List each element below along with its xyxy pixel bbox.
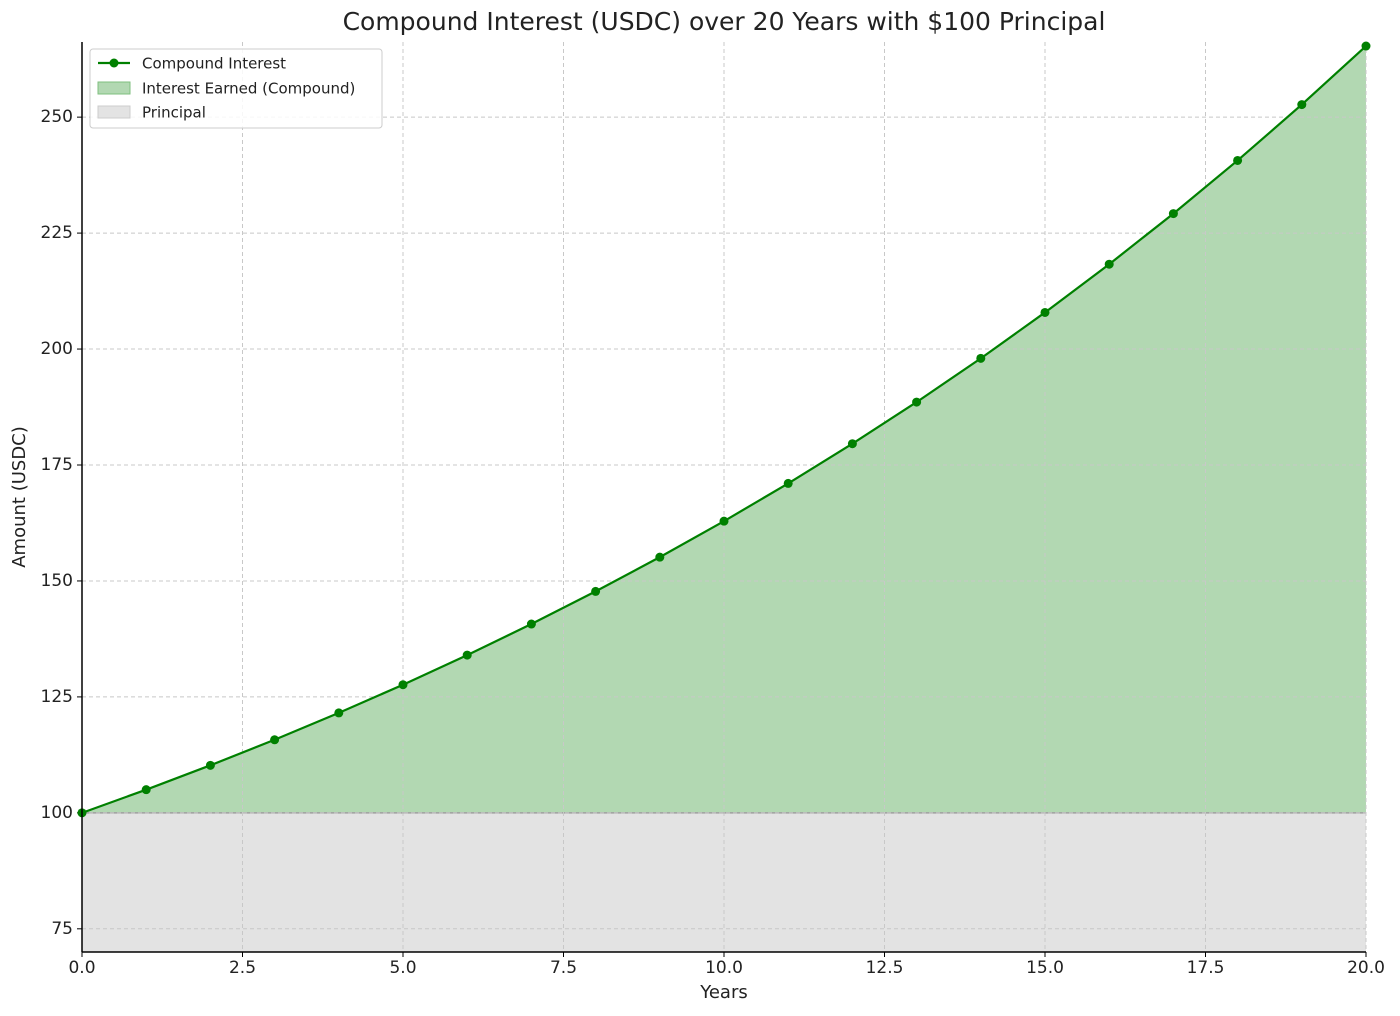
marker	[462, 650, 472, 660]
y-tick-label: 75	[51, 919, 73, 939]
legend-box	[89, 48, 383, 129]
legend-label: Interest Earned (Compound)	[142, 80, 355, 98]
legend-label: Compound Interest	[142, 55, 286, 73]
marker	[1104, 259, 1114, 269]
marker	[205, 760, 215, 770]
x-tick-label: 12.5	[866, 958, 904, 978]
marker	[912, 397, 922, 407]
x-tick-label: 5.0	[389, 958, 416, 978]
y-tick-label: 125	[41, 687, 73, 707]
marker	[591, 586, 601, 596]
x-axis-label: Years	[699, 982, 748, 1003]
marker	[334, 708, 344, 718]
y-tick-label: 225	[41, 223, 73, 243]
y-tick-label: 150	[41, 571, 73, 591]
marker	[1233, 155, 1243, 165]
marker	[1168, 209, 1178, 219]
marker	[655, 552, 665, 562]
chart-title: Compound Interest (USDC) over 20 Years w…	[343, 7, 1106, 36]
x-tick-label: 2.5	[229, 958, 256, 978]
marker	[1361, 41, 1371, 51]
interest-area	[82, 46, 1366, 813]
marker	[1040, 307, 1050, 317]
marker	[847, 439, 857, 449]
y-tick-label: 175	[41, 455, 73, 475]
y-tick-label: 200	[41, 339, 73, 359]
x-tick-label: 7.5	[550, 958, 577, 978]
legend-swatch	[97, 81, 131, 95]
marker	[1297, 100, 1307, 110]
marker	[783, 478, 793, 488]
y-axis-label: Amount (USDC)	[9, 426, 30, 568]
marker	[526, 619, 536, 629]
legend-label: Principal	[142, 104, 206, 122]
x-tick-label: 10.0	[705, 958, 743, 978]
marker	[141, 785, 151, 795]
marker	[976, 353, 986, 363]
marker	[398, 680, 408, 690]
legend-swatch	[97, 105, 131, 119]
x-tick-label: 0.0	[68, 958, 95, 978]
x-tick-label: 20.0	[1347, 958, 1385, 978]
marker	[270, 735, 280, 745]
x-tick-label: 15.0	[1026, 958, 1064, 978]
y-tick-label: 250	[41, 107, 73, 127]
y-tick-label: 100	[41, 803, 73, 823]
marker	[719, 516, 729, 526]
x-tick-label: 17.5	[1187, 958, 1225, 978]
legend-marker	[109, 58, 119, 68]
